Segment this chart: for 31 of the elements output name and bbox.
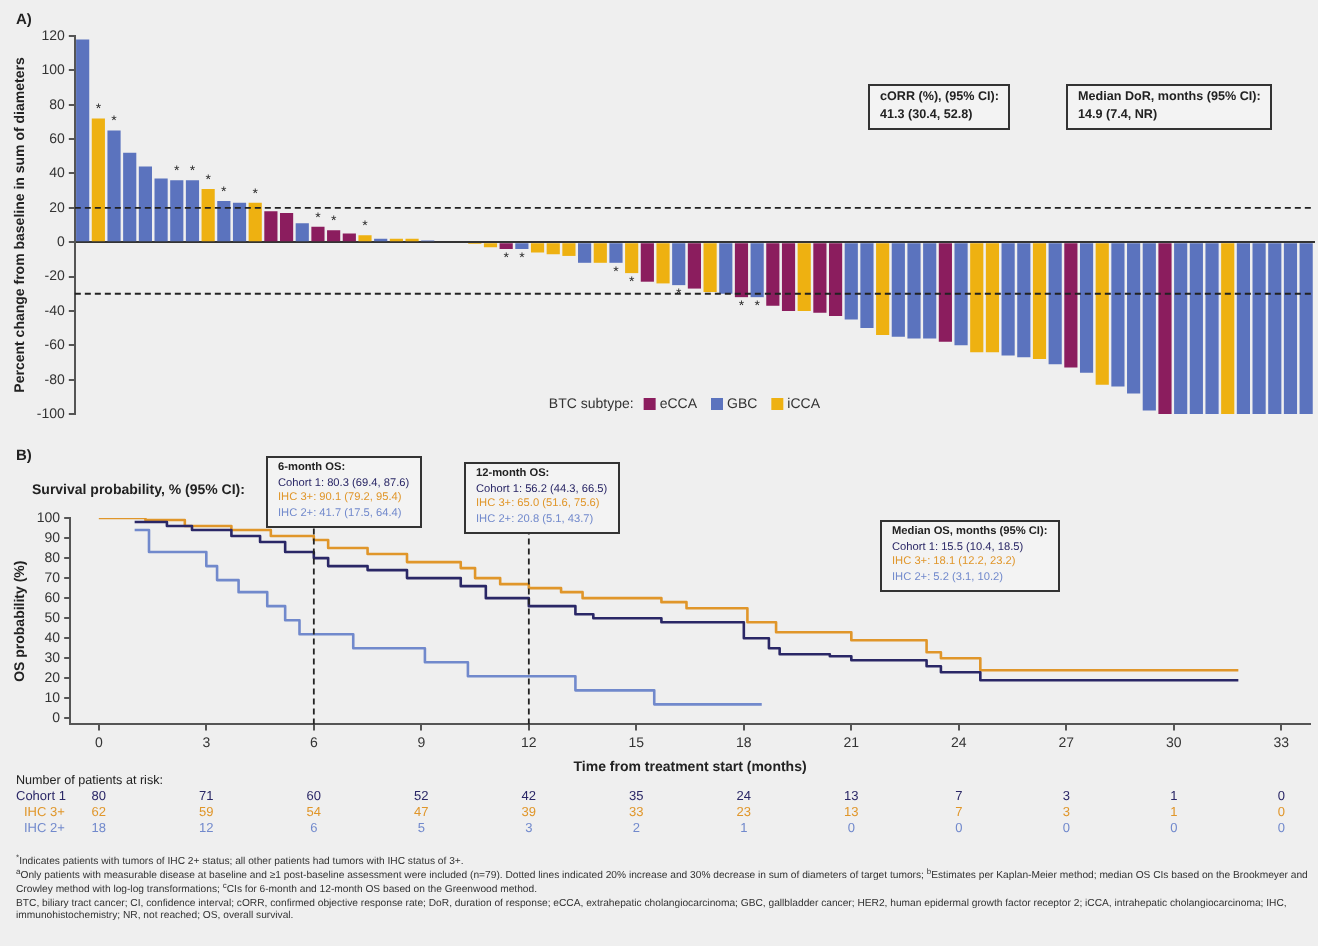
bar	[640, 243, 654, 282]
bar	[734, 243, 749, 298]
bar	[1221, 243, 1235, 414]
bar	[876, 243, 890, 335]
bar	[750, 243, 764, 298]
bar	[609, 243, 623, 263]
bar	[593, 243, 607, 263]
bar	[76, 39, 90, 242]
bar	[201, 188, 215, 242]
bar	[703, 243, 717, 293]
bar	[499, 243, 513, 250]
bar	[1158, 243, 1172, 414]
bar	[1079, 243, 1094, 373]
bar	[248, 202, 262, 242]
bar	[358, 235, 372, 242]
bar	[687, 243, 701, 289]
bar	[656, 243, 670, 284]
bar	[672, 243, 686, 286]
bar	[1064, 243, 1078, 368]
bar	[719, 243, 733, 294]
bar	[515, 243, 529, 250]
bar	[1048, 243, 1062, 365]
bar	[295, 223, 309, 242]
bar	[1095, 243, 1109, 385]
bar	[954, 243, 968, 346]
bar	[797, 243, 811, 311]
bar	[625, 243, 639, 274]
bar	[91, 118, 105, 242]
bar	[938, 243, 952, 342]
bar	[1032, 243, 1047, 360]
bar	[578, 243, 592, 263]
